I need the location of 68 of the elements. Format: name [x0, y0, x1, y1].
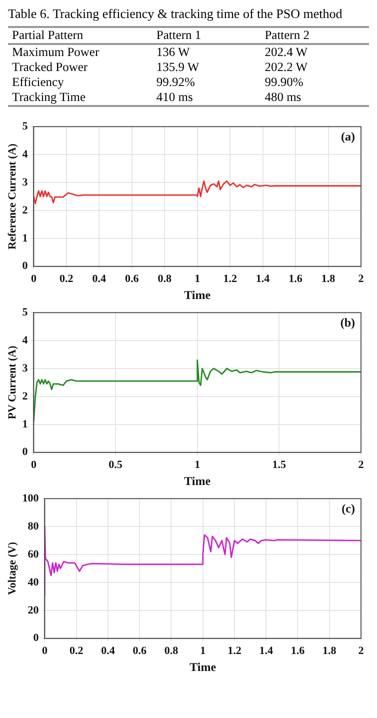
y-tick-label: 3	[22, 362, 28, 374]
x-tick-label: 0.2	[60, 272, 74, 285]
x-tick-label: 0.5	[108, 458, 123, 471]
x-tick-label: 0.6	[125, 272, 140, 285]
x-tick-label: 0.6	[132, 644, 147, 657]
text: 202.2 W	[264, 60, 309, 75]
y-tick-label: 20	[28, 604, 40, 616]
y-tick-label: 4	[22, 334, 28, 346]
x-tick-label: 1	[194, 458, 200, 471]
x-tick-label: 0.8	[158, 272, 172, 285]
y-tick-label: 5	[22, 306, 28, 318]
text: 410 ms	[155, 90, 194, 106]
x-tick-label: 1.6	[288, 272, 303, 285]
x-axis-title: Time	[184, 474, 212, 488]
text: Table 6. Tracking efficiency & tracking time of the PSO method	[8, 6, 344, 22]
y-tick-label: 5	[22, 120, 28, 132]
y-tick-label: 0	[33, 632, 40, 644]
annotation: (b)	[340, 316, 355, 330]
x-tick-label: 1.4	[259, 644, 274, 657]
text: Pattern 1	[155, 27, 202, 44]
x-tick-label: 0.2	[69, 644, 84, 657]
x-tick-label: 1	[194, 272, 200, 285]
y-tick-label: 80	[28, 520, 40, 532]
text: Maximum Power	[11, 44, 100, 60]
x-tick-label: 1.8	[321, 272, 336, 285]
x-tick-label: 0.4	[92, 272, 107, 285]
text: 136 W	[155, 44, 191, 60]
y-tick-label: 100	[22, 492, 40, 504]
y-tick-label: 2	[22, 204, 28, 216]
x-tick-label: 1.8	[322, 644, 337, 657]
y-tick-label: 0	[22, 260, 28, 272]
x-tick-label: 0	[42, 644, 48, 657]
y-tick-label: 2	[22, 390, 28, 402]
annotation: (c)	[342, 502, 355, 516]
x-tick-label: 0.8	[164, 644, 179, 657]
x-tick-label: 1.4	[256, 272, 270, 285]
x-tick-label: 2	[358, 458, 364, 471]
x-tick-label: 2	[358, 272, 364, 285]
x-axis-title: Time	[190, 660, 217, 674]
text: 480 ms	[264, 90, 302, 106]
y-tick-label: 4	[22, 148, 28, 160]
x-tick-label: 1.5	[272, 458, 287, 471]
text: Pattern 2	[264, 27, 310, 44]
text: 99.92%	[155, 75, 196, 90]
y-axis-title: Reference Current (A)	[6, 143, 18, 250]
text: Efficiency	[11, 75, 65, 90]
y-tick-label: 1	[22, 418, 28, 430]
y-tick-label: 3	[22, 176, 28, 188]
text: Tracking Time	[11, 90, 87, 106]
y-tick-label: 1	[22, 232, 28, 244]
y-tick-label: 40	[28, 576, 40, 588]
text: 202.4 W	[264, 44, 309, 60]
x-axis-title: Time	[184, 288, 212, 302]
text: Partial Pattern	[11, 27, 84, 44]
y-axis-title: PV Current (A)	[6, 345, 18, 420]
text: 135.9 W	[155, 60, 200, 75]
annotation: (a)	[341, 130, 355, 144]
x-tick-label: 2	[358, 644, 364, 657]
text: 99.90%	[264, 75, 304, 90]
y-tick-label: 0	[22, 446, 28, 458]
x-tick-label: 1.6	[290, 644, 306, 657]
x-tick-label: 0.4	[101, 644, 116, 657]
x-tick-label: 1	[200, 644, 206, 657]
text: Tracked Power	[11, 60, 89, 75]
y-axis-title: Voltage (V)	[6, 542, 18, 596]
x-tick-label: 1.2	[228, 644, 242, 657]
x-tick-label: 1.2	[223, 272, 238, 285]
y-tick-label: 60	[28, 548, 40, 560]
